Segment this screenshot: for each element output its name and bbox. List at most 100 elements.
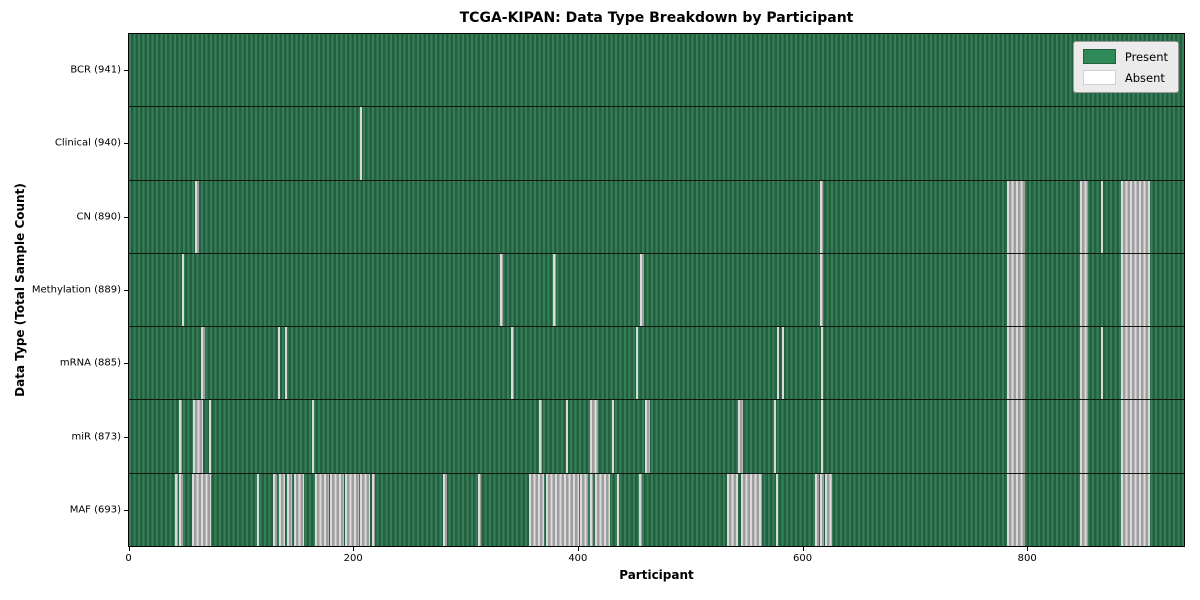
- absent-stripe: [726, 473, 738, 546]
- absent-stripe: [208, 400, 211, 473]
- y-tick-label-methylation: Methylation (889): [31, 284, 121, 296]
- absent-stripe: [773, 400, 776, 473]
- absent-stripe: [174, 473, 179, 546]
- y-tick-mark: [124, 510, 128, 512]
- absent-stripe: [345, 473, 359, 546]
- x-tick-label-800: 800: [1017, 553, 1037, 564]
- absent-stripe: [1006, 400, 1025, 473]
- absent-stripe: [1079, 327, 1088, 400]
- absent-stripe: [311, 400, 314, 473]
- y-tick-mark: [124, 290, 128, 291]
- x-axis-label: Participant: [619, 568, 694, 582]
- y-tick-mark: [124, 216, 128, 218]
- y-tick-mark: [124, 69, 128, 71]
- absent-stripe: [595, 473, 610, 546]
- absent-stripe: [552, 253, 557, 327]
- row-mir: [129, 400, 1184, 474]
- absent-stripe: [1079, 473, 1088, 546]
- absent-stripe: [616, 473, 619, 546]
- absent-stripe: [819, 180, 823, 253]
- legend-label-present: Present: [1124, 49, 1168, 64]
- absent-stripe: [640, 253, 644, 327]
- present-swatch-icon: [1082, 49, 1116, 64]
- absent-stripe: [820, 400, 823, 473]
- y-tick-mark: [124, 436, 128, 438]
- absent-stripe: [256, 473, 260, 546]
- absent-stripe: [589, 473, 594, 546]
- absent-stripe: [546, 473, 579, 546]
- absent-stripe: [1101, 327, 1104, 400]
- absent-stripe: [589, 400, 598, 473]
- x-tick-label-200: 200: [343, 553, 363, 564]
- absent-stripe: [372, 473, 375, 546]
- absent-stripe: [200, 327, 206, 400]
- absent-stripe: [539, 400, 542, 473]
- x-tick-label-400: 400: [568, 553, 588, 564]
- absent-stripe: [1079, 180, 1088, 253]
- absent-stripe: [1101, 180, 1104, 253]
- absent-stripe: [741, 473, 763, 546]
- absent-stripe: [635, 327, 638, 400]
- absent-stripe: [315, 473, 329, 546]
- absent-stripe: [195, 180, 199, 253]
- legend-entry-absent: Absent: [1082, 70, 1168, 85]
- absent-stripe: [1006, 327, 1025, 400]
- x-tick-mark: [802, 547, 804, 551]
- legend: Present Absent: [1072, 41, 1179, 93]
- y-tick-label-cn: CN (890): [76, 211, 121, 223]
- absent-stripe: [819, 253, 823, 327]
- absent-stripe: [825, 473, 832, 546]
- y-tick-label-maf: MAF (693): [69, 504, 121, 516]
- absent-stripe: [579, 473, 588, 546]
- y-tick-label-mir: miR (873): [71, 431, 121, 443]
- row-cn: [129, 180, 1184, 254]
- absent-stripe: [287, 473, 292, 546]
- absent-stripe: [359, 107, 363, 180]
- plot-area: [128, 33, 1185, 547]
- x-tick-mark: [128, 547, 130, 551]
- y-tick-mark: [124, 363, 128, 365]
- y-tick-mark: [124, 143, 128, 145]
- legend-label-absent: Absent: [1124, 70, 1165, 85]
- row-clinical: [129, 107, 1184, 181]
- absent-stripe: [1121, 327, 1151, 400]
- absent-stripe: [192, 400, 203, 473]
- absent-stripe: [329, 473, 345, 546]
- y-axis-label: Data Type (Total Sample Count): [13, 183, 27, 397]
- y-tick-label-bcr: BCR (941): [70, 64, 121, 76]
- row-bcr: [129, 34, 1184, 108]
- absent-stripe: [179, 400, 182, 473]
- absent-stripe: [612, 400, 615, 473]
- absent-stripe: [1079, 400, 1088, 473]
- absent-stripe: [500, 253, 504, 327]
- absent-stripe: [639, 473, 643, 546]
- absent-stripe: [1121, 180, 1151, 253]
- row-methylation: [129, 253, 1184, 328]
- absent-stripe: [775, 473, 779, 546]
- legend-entry-present: Present: [1082, 49, 1168, 64]
- absent-stripe: [477, 473, 482, 546]
- x-tick-label-0: 0: [125, 553, 132, 564]
- row-mrna: [129, 327, 1184, 401]
- absent-swatch-icon: [1082, 70, 1116, 85]
- row-maf: [129, 473, 1184, 546]
- absent-stripe: [819, 473, 825, 546]
- absent-stripe: [511, 327, 514, 400]
- absent-stripe: [191, 473, 211, 546]
- absent-stripe: [777, 327, 780, 400]
- absent-stripe: [644, 400, 651, 473]
- y-tick-label-clinical: Clinical (940): [54, 137, 121, 149]
- x-tick-mark: [353, 547, 355, 551]
- absent-stripe: [1006, 473, 1025, 546]
- absent-stripe: [529, 473, 544, 546]
- absent-stripe: [1121, 473, 1151, 546]
- x-tick-mark: [1027, 547, 1029, 551]
- absent-stripe: [179, 473, 183, 546]
- absent-stripe: [1121, 400, 1151, 473]
- absent-stripe: [1006, 180, 1025, 253]
- absent-stripe: [181, 253, 184, 327]
- chart-title: TCGA-KIPAN: Data Type Breakdown by Parti…: [459, 10, 854, 26]
- y-tick-label-mrna: mRNA (885): [59, 357, 121, 369]
- absent-stripe: [781, 327, 784, 400]
